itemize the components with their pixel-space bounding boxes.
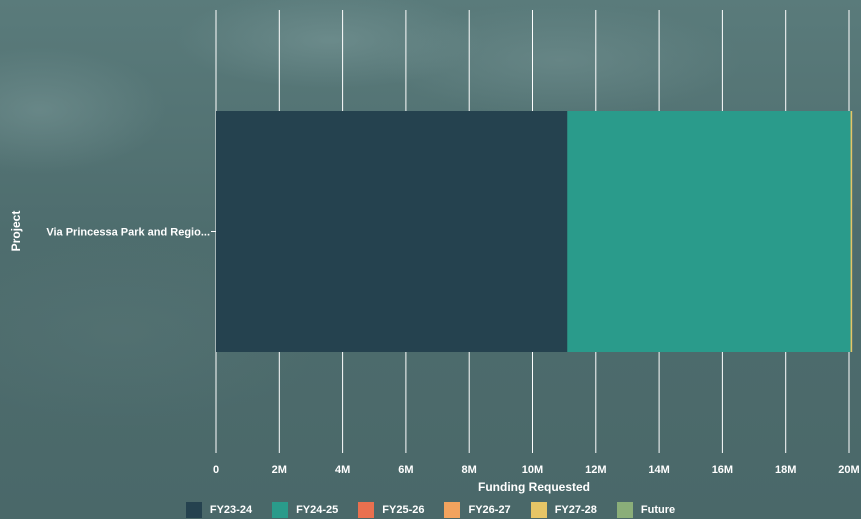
legend-item-fy26-27[interactable]: FY26-27 — [444, 501, 511, 518]
x-tick-label: 2M — [272, 464, 287, 476]
x-tick-label: 8M — [462, 464, 477, 476]
y-axis-title: Project — [9, 211, 23, 252]
legend-item-fy24-25[interactable]: FY24-25 — [272, 501, 339, 518]
x-tick-label: 4M — [335, 464, 350, 476]
legend-item-fy27-28[interactable]: FY27-28 — [530, 501, 597, 518]
legend-label: FY26-27 — [468, 503, 511, 516]
bar-segment-fy24-25[interactable] — [567, 111, 851, 352]
legend-label: Future — [640, 503, 676, 516]
legend-swatch — [616, 501, 633, 518]
x-tick-label: 6M — [398, 464, 413, 476]
x-tick-label: 20M — [838, 464, 859, 476]
x-tick-label: 18M — [775, 464, 796, 476]
bar-segment-fy27-28[interactable] — [850, 111, 853, 352]
category-label: Via Princessa Park and Regio... — [46, 227, 210, 239]
legend-swatch — [358, 501, 375, 518]
x-tick-label: 16M — [712, 464, 733, 476]
legend-swatch — [444, 501, 461, 518]
x-tick-label: 14M — [648, 464, 669, 476]
x-axis-title: Funding Requested — [478, 480, 590, 494]
x-axis-ticks: 0 2M 4M 6M 8M 10M 12M 14M 16M 18M 20M — [213, 464, 860, 476]
legend-swatch — [185, 501, 202, 518]
legend-item-future[interactable]: Future — [616, 501, 676, 518]
legend-label: FY25-26 — [382, 503, 425, 516]
y-axis-categories: Via Princessa Park and Regio... — [46, 227, 216, 239]
bar-segment-fy23-24[interactable] — [216, 111, 568, 352]
legend-label: FY24-25 — [296, 503, 339, 516]
bars — [216, 111, 853, 352]
legend: FY23-24 FY24-25 FY25-26 FY26-27 FY27-28 Futur… — [0, 500, 861, 519]
x-tick-label: 0 — [213, 464, 219, 476]
legend-item-fy25-26[interactable]: FY25-26 — [358, 501, 425, 518]
bar-chart: 0 2M 4M 6M 8M 10M 12M 14M 16M 18M 20M Funding Requ… — [9, 10, 860, 494]
legend-swatch — [272, 501, 289, 518]
legend-item-fy23-24[interactable]: FY23-24 — [185, 501, 253, 518]
legend-label: FY27-28 — [554, 503, 597, 516]
legend-label: FY23-24 — [209, 503, 253, 516]
legend-swatch — [530, 501, 547, 518]
x-tick-label: 12M — [585, 464, 606, 476]
x-tick-label: 10M — [522, 464, 543, 476]
